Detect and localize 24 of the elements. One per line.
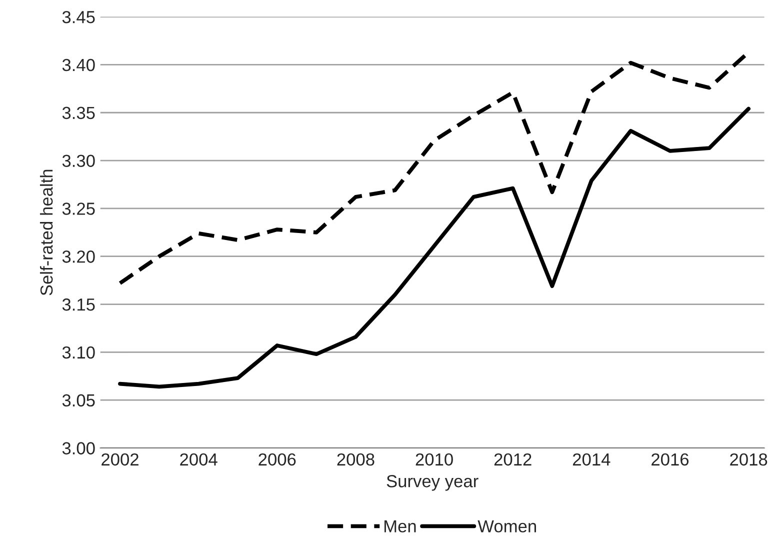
y-tick-label: 3.40 xyxy=(62,58,95,72)
legend-label: Men xyxy=(384,520,416,532)
x-tick-label: 2006 xyxy=(258,453,296,466)
x-tick-label: 2004 xyxy=(180,453,218,466)
y-tick-label: 3.30 xyxy=(62,154,95,167)
x-tick-label: 2002 xyxy=(102,453,138,466)
x-tick-label: 2008 xyxy=(337,453,374,466)
x-axis-title: Survey year xyxy=(386,475,478,491)
x-tick-label: 2012 xyxy=(494,453,532,466)
y-tick-label: 3.35 xyxy=(62,106,95,120)
y-tick-label: 3.00 xyxy=(62,442,95,454)
line-series xyxy=(118,106,751,389)
y-tick-label: 3.10 xyxy=(62,346,95,359)
y-tick-label: 3.05 xyxy=(62,394,95,407)
legend-label: Women xyxy=(478,520,536,532)
y-tick-label: 3.25 xyxy=(62,202,95,215)
y-axis-title: Self-rated health xyxy=(40,170,53,296)
x-tick-label: 2016 xyxy=(652,453,689,466)
x-tick-label: 2014 xyxy=(572,453,610,466)
y-tick-label: 3.20 xyxy=(62,250,95,263)
y-tick-label: 3.15 xyxy=(62,298,95,311)
x-tick-label: 2010 xyxy=(416,453,453,466)
y-tick-label: 3.45 xyxy=(62,10,95,24)
x-tick-label: 2018 xyxy=(730,453,768,466)
